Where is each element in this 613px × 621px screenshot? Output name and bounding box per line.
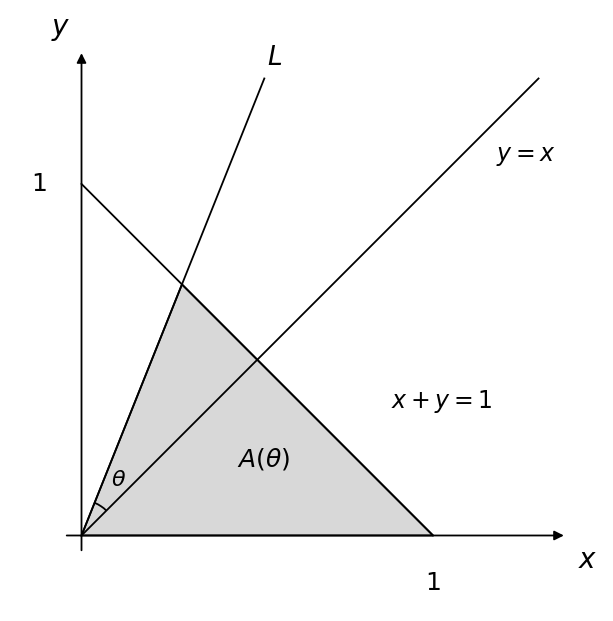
Text: $1$: $1$ [425,571,441,595]
Text: $\theta$: $\theta$ [111,469,126,490]
Text: $y = x$: $y = x$ [497,144,556,168]
Text: $y$: $y$ [51,16,70,43]
Text: $1$: $1$ [31,172,47,196]
Text: $L$: $L$ [267,45,283,71]
Text: $A(\theta)$: $A(\theta)$ [237,446,291,472]
Text: $x$: $x$ [578,546,598,574]
Text: $x + y = 1$: $x + y = 1$ [391,388,492,415]
Polygon shape [82,284,433,535]
